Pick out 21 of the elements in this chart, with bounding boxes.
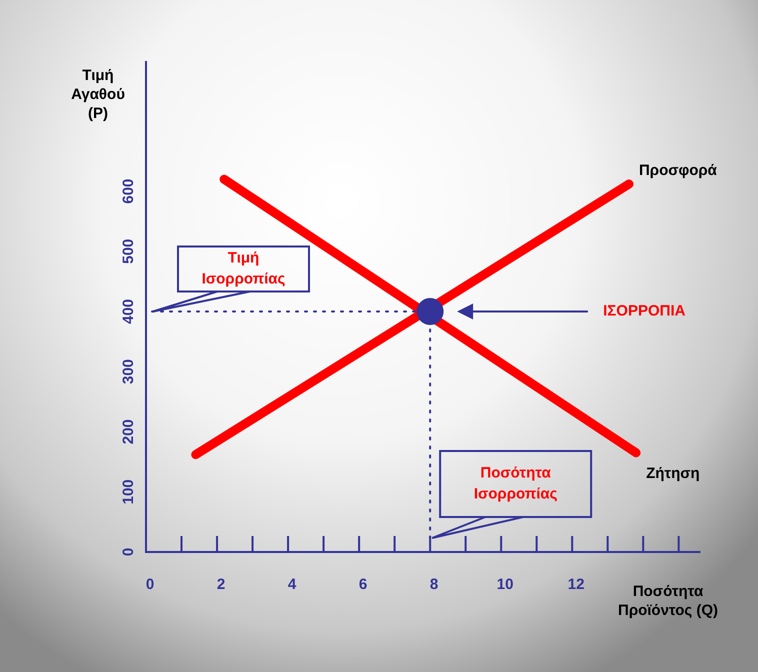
- y-axis-title: Τιμή Αγαθού (P): [70, 66, 126, 123]
- y-tick-label: 500: [120, 238, 138, 264]
- x-tick-label: 2: [216, 576, 226, 594]
- y-tick-label: 200: [120, 419, 138, 444]
- x-tick-label: 0: [146, 576, 154, 594]
- annotation: ΙΣΟΡΡΟΠΙΑ: [603, 302, 686, 320]
- ref-line-label: Τιμή Ισορροπίας: [202, 250, 286, 288]
- x-tick-label: 10: [496, 576, 514, 594]
- x-tick-label: 12: [568, 576, 584, 594]
- ref-line-label: Ποσότητα Ισορροπίας: [474, 464, 558, 503]
- y-tick-label: 0: [120, 548, 138, 556]
- y-tick-label: 600: [120, 178, 138, 204]
- series-label: Προσφορά: [638, 162, 718, 180]
- y-tick-label: 300: [120, 359, 138, 384]
- series-label: Ζήτηση: [646, 464, 700, 482]
- x-tick-label: 4: [288, 576, 297, 594]
- x-tick-label: 6: [358, 576, 368, 594]
- x-tick-label: 8: [430, 576, 438, 594]
- y-tick-label: 400: [120, 298, 138, 324]
- y-tick-label: 100: [120, 479, 138, 504]
- x-axis-title: Ποσότητα Προϊόντος (Q): [616, 582, 719, 620]
